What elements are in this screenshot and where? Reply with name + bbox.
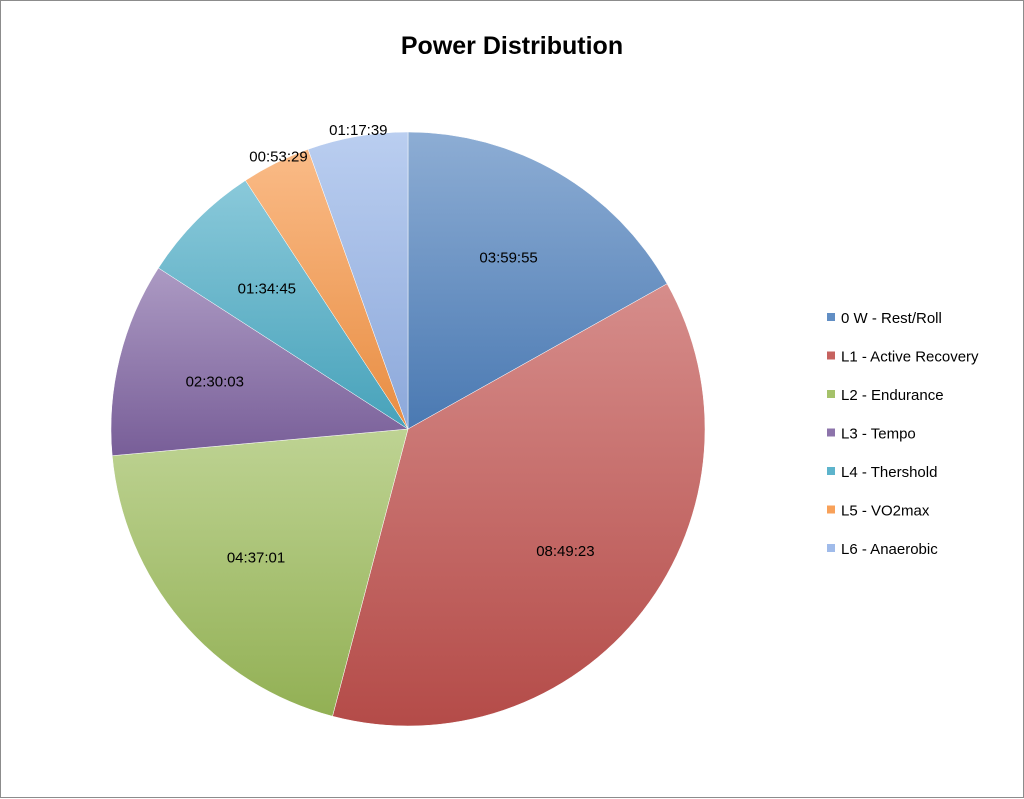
pie-slice-l4-thershold <box>158 180 409 430</box>
pie-slice-label-0-w-rest-roll: 03:59:55 <box>479 249 537 266</box>
pie-slice-label-l3-tempo: 02:30:03 <box>186 373 244 390</box>
pie-slice-0-w-rest-roll <box>407 131 668 430</box>
chart-title: Power Distribution <box>401 32 623 60</box>
pie-slice-l3-tempo <box>110 267 409 456</box>
pie-slice-l6-anaerobic <box>307 131 409 430</box>
legend-label-l3-tempo: L3 - Tempo <box>841 426 916 443</box>
pie-slice-label-l2-endurance: 04:37:01 <box>227 549 285 566</box>
legend-swatch-l5-vo2max <box>827 505 835 514</box>
pie-slice-l2-endurance <box>111 428 409 717</box>
legend-label-l4-thershold: L4 - Thershold <box>841 464 937 481</box>
legend-label-l2-endurance: L2 - Endurance <box>841 387 944 404</box>
legend: 0 W - Rest/Roll L1 - Active Recovery L2 - … <box>827 310 979 558</box>
pie-slice-l1-active-recovery <box>332 283 706 727</box>
legend-swatch-l4-thershold <box>827 467 835 475</box>
legend-label-0-w-rest-roll: 0 W - Rest/Roll <box>841 310 942 327</box>
legend-swatch-l3-tempo <box>827 428 835 437</box>
legend-swatch-l1-active-recovery <box>827 351 835 360</box>
legend-swatch-l2-endurance <box>827 390 835 398</box>
legend-label-l5-vo2max: L5 - VO2max <box>841 503 930 520</box>
legend-label-l1-active-recovery: L1 - Active Recovery <box>841 349 979 366</box>
pie-slice-label-l4-thershold: 01:34:45 <box>238 281 296 298</box>
pie-slices <box>110 131 706 727</box>
pie-labels: 03:59:55 08:49:23 04:37:01 02:30:03 01:34:45… <box>186 122 595 566</box>
pie-slice-label-l6-anaerobic: 01:17:39 <box>329 122 387 139</box>
legend-label-l6-anaerobic: L6 - Anaerobic <box>841 541 938 558</box>
pie-slice-label-l5-vo2max: 00:53:29 <box>249 148 307 165</box>
legend-swatch-0-w-rest-roll <box>827 313 835 321</box>
legend-swatch-l6-anaerobic <box>827 544 835 552</box>
pie-slice-label-l1-active-recovery: 08:49:23 <box>536 543 594 560</box>
